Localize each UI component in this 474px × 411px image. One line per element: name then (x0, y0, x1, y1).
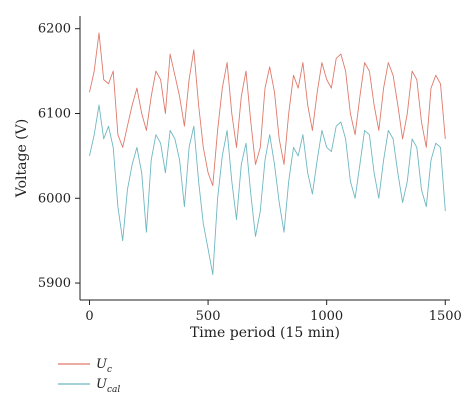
x-axis-label: Time period (15 min) (190, 325, 340, 341)
y-tick-label-6000: 6000 (38, 191, 71, 206)
legend-label-uc: Uc (96, 357, 112, 375)
series-line-u-cal (89, 104, 446, 276)
y-ticks: 5900 6000 6100 6200 (38, 22, 80, 291)
y-tick-label-6100: 6100 (38, 106, 71, 121)
y-tick-label-6200: 6200 (38, 22, 71, 37)
legend-entry-uc: Uc (58, 357, 112, 375)
legend-entry-ucal: Ucal (58, 377, 120, 395)
series-line-u-c (89, 32, 446, 187)
x-tick-label-1500: 1500 (429, 309, 462, 324)
y-tick-label-5900: 5900 (38, 276, 71, 291)
y-axis-label: Voltage (V) (14, 119, 30, 198)
series-layer (89, 32, 446, 276)
legend-label-ucal: Ucal (96, 377, 120, 395)
x-tick-label-500: 500 (196, 309, 221, 324)
x-tick-label-0: 0 (85, 309, 93, 324)
x-tick-label-1000: 1000 (310, 309, 343, 324)
legend: Uc Ucal (58, 357, 120, 395)
x-ticks: 0 500 1000 1500 (85, 300, 462, 324)
